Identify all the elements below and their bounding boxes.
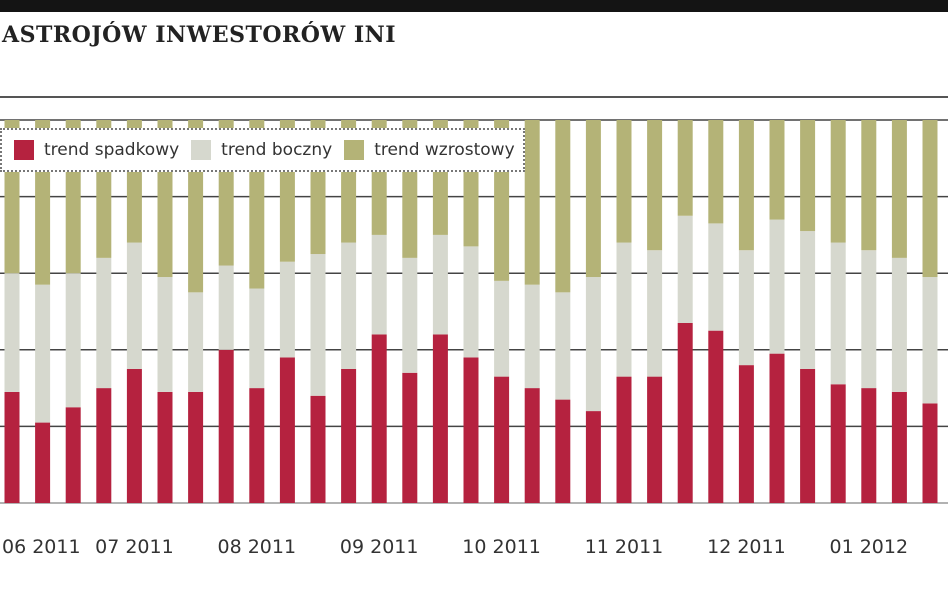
- bar-bearish: [830, 384, 846, 503]
- bar-bearish: [463, 357, 479, 503]
- bar-bullish: [738, 120, 754, 251]
- bar-sideways: [830, 242, 846, 385]
- bar-bearish: [891, 391, 907, 503]
- bar-bearish: [188, 391, 204, 503]
- bar-bearish: [65, 407, 81, 503]
- title-divider: [0, 96, 948, 98]
- bar-sideways: [371, 234, 387, 335]
- bar-bearish: [922, 403, 938, 503]
- bar-sideways: [188, 292, 204, 392]
- bar-sideways: [218, 265, 234, 350]
- top-bar: [0, 0, 948, 12]
- bar-bearish: [708, 330, 724, 503]
- bar-sideways: [157, 277, 173, 392]
- bar-sideways: [647, 250, 663, 377]
- bar-sideways: [616, 242, 632, 377]
- bar-bullish: [708, 120, 724, 224]
- chart-title: ASTROJÓW INWESTORÓW INI: [2, 22, 397, 48]
- bar-sideways: [800, 231, 816, 369]
- bar-bullish: [922, 120, 938, 278]
- bar-sideways: [677, 215, 693, 323]
- bar-bearish: [800, 368, 816, 503]
- bar-bearish: [279, 357, 295, 503]
- bar-sideways: [402, 257, 418, 373]
- bar-bearish: [524, 388, 540, 503]
- bar-bearish: [861, 388, 877, 503]
- bar-bearish: [35, 422, 51, 503]
- x-tick-label: 08 2011: [218, 536, 297, 558]
- bar-sideways: [249, 288, 265, 389]
- bar-bullish: [800, 120, 816, 232]
- bar-bullish: [647, 120, 663, 251]
- bar-sideways: [126, 242, 142, 369]
- x-tick-label: 07 2011: [95, 536, 174, 558]
- bar-bullish: [830, 120, 846, 243]
- bar-bearish: [769, 353, 785, 503]
- bar-bearish: [494, 376, 510, 503]
- bar-bearish: [616, 376, 632, 503]
- bar-sideways: [585, 277, 601, 412]
- x-tick-label: 06 2011: [2, 536, 81, 558]
- legend: trend spadkowy trend boczny trend wzrost…: [0, 128, 525, 172]
- bar-sideways: [432, 234, 448, 335]
- bar-sideways: [555, 292, 571, 400]
- bar-bearish: [402, 372, 418, 503]
- bar-bearish: [555, 399, 571, 503]
- legend-swatch-bullish: [344, 140, 365, 160]
- bar-sideways: [341, 242, 357, 369]
- bar-bullish: [861, 120, 877, 251]
- bar-bullish: [585, 120, 601, 278]
- bar-sideways: [524, 284, 540, 389]
- legend-swatch-bearish: [14, 140, 34, 160]
- legend-label-sideways: trend boczny: [221, 140, 333, 160]
- bar-sideways: [96, 257, 112, 389]
- x-tick-label: 11 2011: [585, 536, 664, 558]
- bar-sideways: [35, 284, 51, 423]
- x-tick-label: 01 2012: [830, 536, 909, 558]
- bar-bearish: [4, 391, 20, 503]
- bar-bearish: [432, 334, 448, 503]
- x-tick-label: 12 2011: [707, 536, 786, 558]
- bar-sideways: [310, 254, 326, 396]
- bar-sideways: [769, 219, 785, 354]
- bar-sideways: [494, 280, 510, 377]
- bar-sideways: [463, 246, 479, 358]
- bar-bullish: [677, 120, 693, 216]
- bar-bullish: [891, 120, 907, 258]
- bar-bearish: [310, 395, 326, 503]
- bar-bearish: [218, 349, 234, 503]
- bar-bearish: [157, 391, 173, 503]
- bar-bearish: [96, 388, 112, 503]
- x-tick-label: 10 2011: [462, 536, 541, 558]
- legend-label-bullish: trend wzrostowy: [374, 140, 515, 160]
- x-tick-label: 09 2011: [340, 536, 419, 558]
- bar-bearish: [126, 368, 142, 503]
- bar-bearish: [341, 368, 357, 503]
- bar-sideways: [861, 250, 877, 389]
- legend-swatch-sideways: [191, 140, 212, 160]
- bar-bearish: [647, 376, 663, 503]
- bars: [4, 120, 938, 503]
- bar-bearish: [738, 365, 754, 503]
- x-axis-labels: 06 2011 07 2011 08 2011 09 2011 10 2011 11 20…: [2, 536, 908, 558]
- legend-label-bearish: trend spadkowy: [44, 140, 180, 160]
- bar-bullish: [616, 120, 632, 243]
- bar-bearish: [677, 322, 693, 503]
- bar-sideways: [4, 273, 20, 392]
- bar-bullish: [769, 120, 785, 220]
- bar-bearish: [585, 411, 601, 503]
- bar-sideways: [708, 223, 724, 331]
- bar-bullish: [555, 120, 571, 293]
- bar-sideways: [279, 261, 295, 358]
- bar-sideways: [922, 277, 938, 404]
- bar-sideways: [891, 257, 907, 392]
- bar-bullish: [524, 120, 540, 285]
- bar-bearish: [249, 388, 265, 503]
- bar-sideways: [738, 250, 754, 366]
- bar-bearish: [371, 334, 387, 503]
- bar-sideways: [65, 273, 81, 408]
